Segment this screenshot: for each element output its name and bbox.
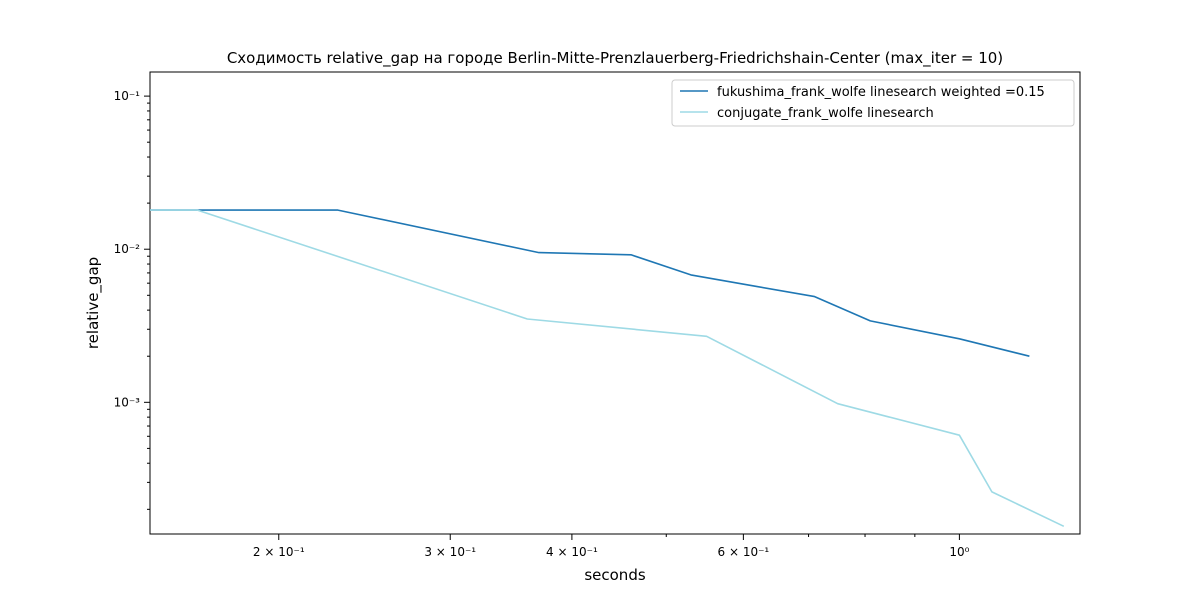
series-line-2: [150, 209, 1065, 528]
legend-label-1: fukushima_frank_wolfe linesearch weighte…: [717, 85, 1045, 100]
series-lines: [150, 209, 1065, 528]
y-tick-label: 10⁻²: [114, 242, 141, 256]
y-tick-label: 10⁻¹: [114, 89, 141, 103]
x-tick-label: 4 × 10⁻¹: [546, 545, 598, 559]
y-axis-label: relative_gap: [84, 257, 103, 349]
x-axis-label: seconds: [584, 566, 645, 584]
chart-title: Сходимость relative_gap на городе Berlin…: [227, 49, 1003, 68]
legend-box: [671, 79, 1075, 127]
x-tick-label: 6 × 10⁻¹: [718, 545, 770, 559]
x-tick-label: 2 × 10⁻¹: [253, 545, 305, 559]
x-tick-label: 10⁰: [949, 545, 969, 559]
series-line-1: [150, 209, 1030, 357]
legend: fukushima_frank_wolfe linesearch weighte…: [671, 79, 1075, 127]
y-axis: 10⁻¹ 10⁻² 10⁻³: [114, 89, 150, 510]
y-tick-label: 10⁻³: [114, 395, 141, 409]
plot-area: [149, 71, 1081, 535]
axes-frame: [149, 71, 1081, 535]
x-axis: 2 × 10⁻¹ 3 × 10⁻¹ 4 × 10⁻¹ 6 × 10⁻¹ 10⁰: [253, 534, 970, 559]
legend-label-2: conjugate_frank_wolfe linesearch: [717, 106, 934, 121]
x-tick-label: 3 × 10⁻¹: [424, 545, 476, 559]
